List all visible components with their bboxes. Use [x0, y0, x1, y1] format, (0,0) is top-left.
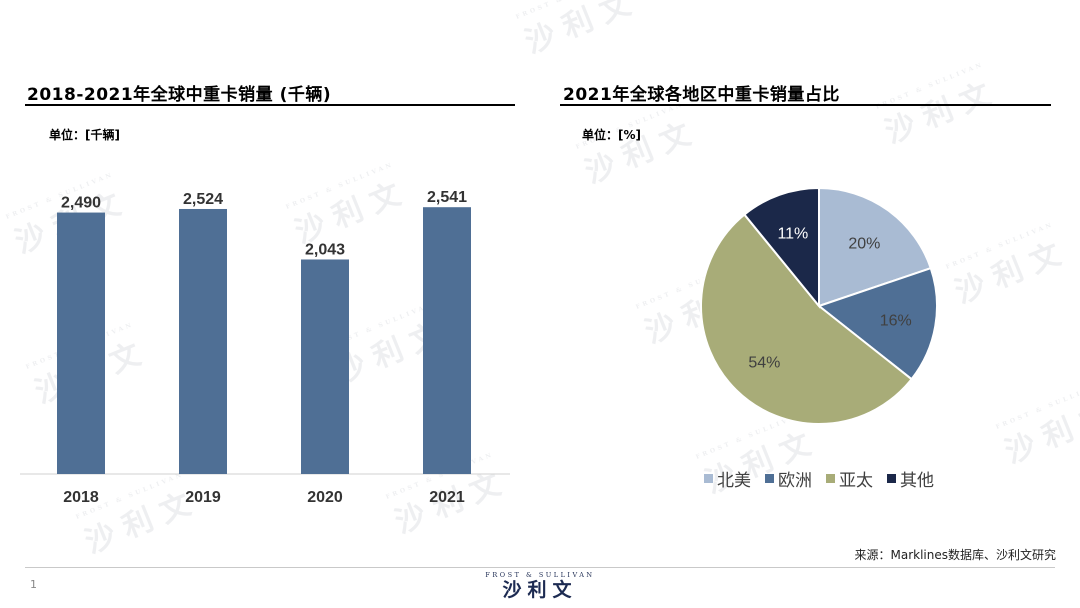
page-number: 1: [30, 578, 37, 591]
x-tick-label: 2019: [185, 489, 221, 506]
pie-slice-label: 20%: [848, 236, 880, 253]
legend-label: 亚太: [839, 471, 873, 491]
pie-chart-title: 2021年全球各地区中重卡销量占比: [563, 85, 840, 105]
bar-value-label: 2,524: [183, 191, 223, 208]
bar-chart-title-rule: [25, 104, 515, 106]
bar-value-label: 2,043: [305, 241, 345, 258]
brand-name: 沙利文: [502, 579, 578, 601]
bar-2021: [423, 207, 471, 474]
legend-swatch: [887, 474, 896, 483]
legend-swatch: [765, 474, 774, 483]
x-tick-label: 2021: [429, 489, 465, 506]
source-note: 来源：Marklines数据库、沙利文研究: [854, 548, 1057, 562]
legend-swatch: [826, 474, 835, 483]
bar-value-label: 2,541: [427, 189, 467, 206]
pie-chart-unit: 单位：[%]: [582, 128, 641, 142]
brand-logo: FROST & SULLIVAN 沙利文: [480, 571, 600, 601]
legend-item: 亚太: [826, 466, 873, 491]
bar-2020: [301, 259, 349, 474]
bar-2019: [179, 208, 227, 475]
pie-chart: 20% 16% 54% 11%: [700, 186, 938, 425]
legend-item: 北美: [704, 466, 751, 491]
pie-slice-其他: [743, 186, 820, 309]
legend-swatch: [704, 474, 713, 483]
pie-slice-label: 16%: [880, 312, 912, 329]
pie-legend: 北美 欧洲 亚太 其他: [704, 466, 934, 491]
legend-item: 欧洲: [765, 466, 812, 491]
legend-item: 其他: [887, 466, 934, 491]
pie-slice-欧洲: [816, 266, 938, 381]
footer-rule: [25, 567, 1055, 568]
pie-chart-title-rule: [560, 104, 1051, 106]
bar-value-label: 2,490: [61, 195, 101, 212]
brand-top-text: FROST & SULLIVAN: [485, 571, 595, 579]
legend-label: 北美: [717, 471, 751, 491]
bar-2018: [57, 212, 105, 475]
bar-chart-unit: 单位：[千辆]: [49, 128, 120, 142]
x-tick-label: 2018: [63, 489, 99, 506]
pie-slice-label: 54%: [748, 354, 780, 371]
pie-slice-亚太: [700, 213, 913, 425]
pie-slice-label: 11%: [777, 226, 808, 243]
bar-chart-title: 2018-2021年全球中重卡销量 (千辆): [27, 85, 332, 105]
pie-slice-北美: [818, 186, 933, 308]
legend-label: 欧洲: [778, 471, 812, 491]
legend-label: 其他: [900, 471, 934, 491]
bar-chart: 2,490 2018 2,524 2019 2,043 2020 2,541 2021: [20, 189, 510, 506]
x-tick-label: 2020: [307, 489, 343, 506]
